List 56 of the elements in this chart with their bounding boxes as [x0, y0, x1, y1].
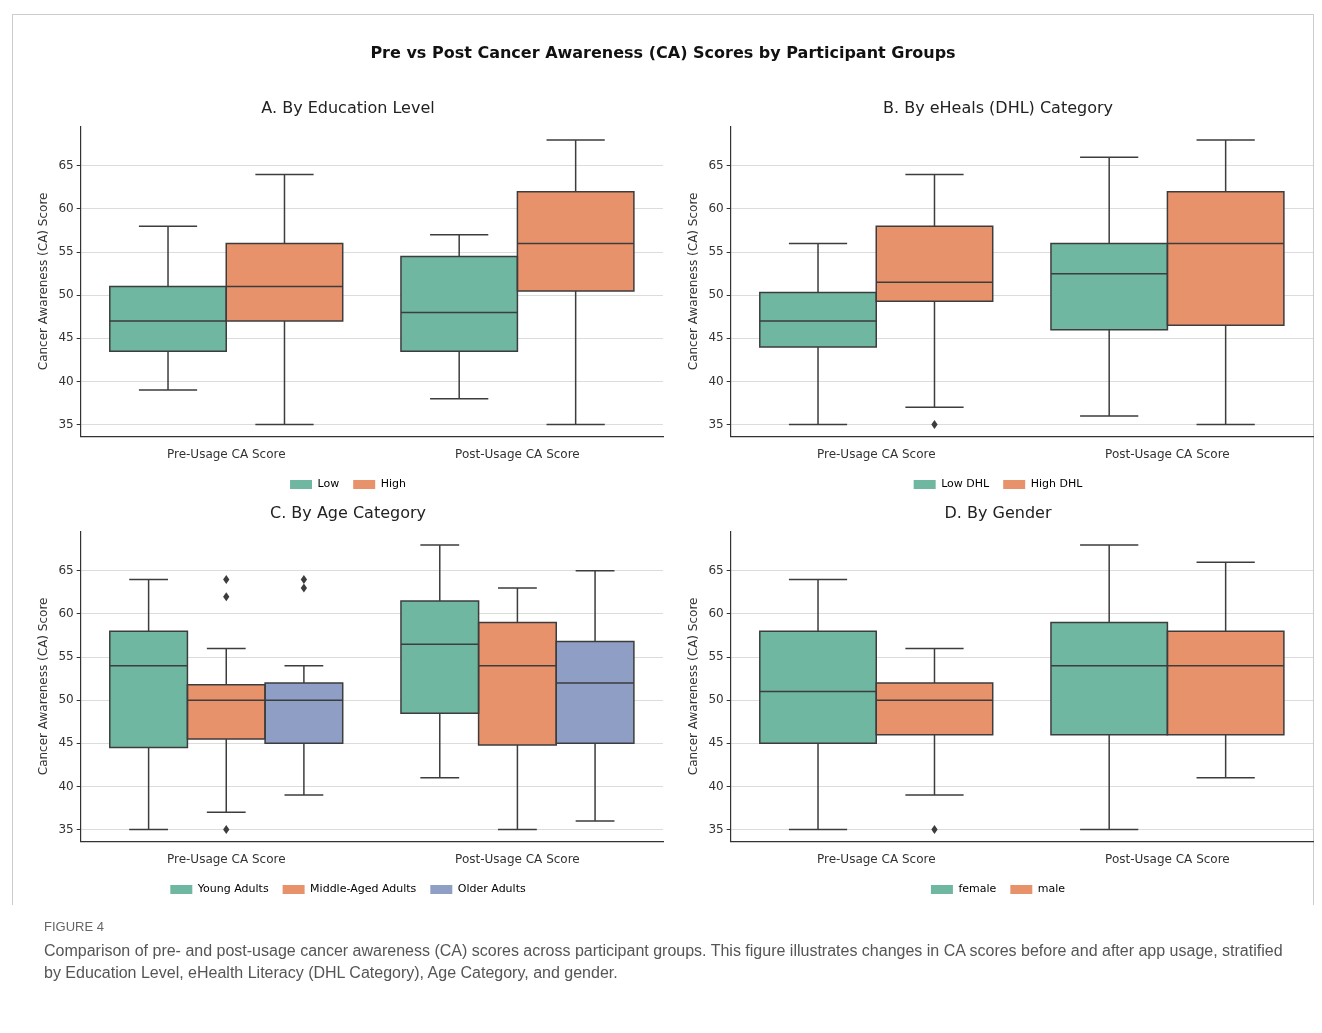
y-tick-label: 50: [58, 287, 74, 302]
y-tick-label: 35: [58, 416, 74, 431]
legend-label: Middle-Aged Adults: [310, 882, 417, 896]
y-tick-label: 40: [58, 373, 74, 388]
y-tick-label: 50: [58, 692, 74, 707]
legend-label: male: [1037, 882, 1066, 896]
chart-title: D. By Gender: [944, 502, 1052, 522]
y-tick-label: 45: [58, 735, 74, 750]
y-tick-label: 65: [708, 157, 724, 172]
text: Pre vs Post Cancer Awareness (CA) Scores by Participant Groups: [369, 42, 957, 64]
y-tick-label: 45: [708, 735, 724, 750]
legend-label: female: [958, 882, 997, 896]
x-tick-label: Pre-Usage CA Score: [816, 851, 936, 866]
y-tick-label: 60: [708, 606, 724, 621]
x-tick-label: Pre-Usage CA Score: [816, 446, 936, 461]
y-tick-label: 50: [708, 287, 724, 302]
y-tick-label: 65: [58, 562, 74, 577]
x-tick-label: Post-Usage CA Score: [455, 851, 580, 866]
x-tick-label: Post-Usage CA Score: [1105, 446, 1230, 461]
y-tick-label: 60: [708, 201, 724, 216]
y-tick-label: 65: [708, 562, 724, 577]
y-axis-title: Cancer Awareness (CA) Score: [36, 192, 51, 371]
y-tick-label: 60: [58, 606, 74, 621]
legend-label: Older Adults: [457, 882, 526, 896]
y-tick-label: 45: [708, 330, 724, 345]
legend-label: High DHL: [1030, 477, 1084, 491]
legend-label: Young Adults: [196, 882, 269, 896]
x-tick-label: Post-Usage CA Score: [455, 446, 580, 461]
chart-title: B. By eHeals (DHL) Category: [883, 97, 1113, 117]
y-tick-label: 65: [58, 157, 74, 172]
y-tick-label: 40: [708, 373, 724, 388]
y-tick-label: 60: [58, 201, 74, 216]
y-tick-label: 35: [708, 416, 724, 431]
y-tick-label: 55: [58, 244, 74, 259]
legend-label: High: [380, 477, 406, 491]
y-tick-label: 40: [58, 778, 74, 793]
text: Comparison of pre- and post-usage cancer awareness (CA) scores across participant groups. This figure illustrates changes in CA scores before and after app usage, stratified by Education Level, eHealth Literacy (DHL Category), Age Category, and gender.: [44, 941, 1284, 983]
y-axis-title: Cancer Awareness (CA) Score: [686, 597, 701, 776]
y-tick-label: 55: [58, 649, 74, 664]
chart-title: A. By Education Level: [261, 97, 435, 117]
y-axis-title: Cancer Awareness (CA) Score: [36, 597, 51, 776]
x-tick-label: Pre-Usage CA Score: [166, 446, 286, 461]
y-tick-label: 35: [708, 821, 724, 836]
chart-title: C. By Age Category: [270, 502, 426, 522]
y-tick-label: 35: [58, 821, 74, 836]
legend-label: Low DHL: [941, 477, 991, 491]
y-tick-label: 55: [708, 244, 724, 259]
y-tick-label: 45: [58, 330, 74, 345]
legend-label: Low: [317, 477, 340, 491]
y-axis-title: Cancer Awareness (CA) Score: [686, 192, 701, 371]
x-tick-label: Pre-Usage CA Score: [166, 851, 286, 866]
x-tick-label: Post-Usage CA Score: [1105, 851, 1230, 866]
y-tick-label: 40: [708, 778, 724, 793]
caption: FIGURE 4: [44, 919, 105, 934]
y-tick-label: 55: [708, 649, 724, 664]
y-tick-label: 50: [708, 692, 724, 707]
